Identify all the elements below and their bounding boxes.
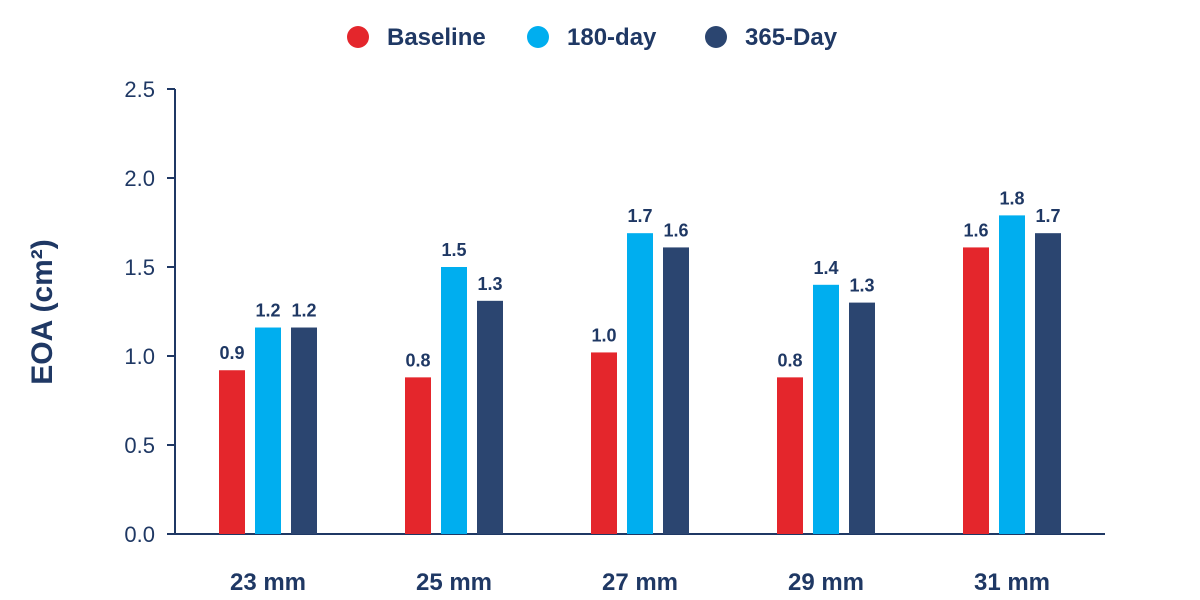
data-label-180-day-23-mm: 1.2 xyxy=(255,301,280,321)
bar-180-day-23-mm xyxy=(255,327,281,534)
legend-marker-365-day xyxy=(705,26,727,48)
data-label-365-day-29-mm: 1.3 xyxy=(849,276,874,296)
data-label-180-day-25-mm: 1.5 xyxy=(441,240,466,260)
x-category-label: 29 mm xyxy=(788,569,864,596)
data-label-180-day-29-mm: 1.4 xyxy=(813,258,838,278)
y-tick-label: 0.5 xyxy=(124,433,155,458)
data-label-180-day-31-mm: 1.8 xyxy=(999,188,1024,208)
bar-365-day-29-mm xyxy=(849,302,875,534)
bar-365-day-23-mm xyxy=(291,327,317,534)
bar-180-day-29-mm xyxy=(813,284,839,534)
data-label-180-day-27-mm: 1.7 xyxy=(627,206,652,226)
x-category-label: 25 mm xyxy=(416,569,492,596)
x-category-label: 27 mm xyxy=(602,569,678,596)
bar-baseline-29-mm xyxy=(777,377,803,534)
legend-label-180-day: 180-day xyxy=(567,24,657,51)
bar-baseline-23-mm xyxy=(219,370,245,534)
y-tick-label: 0.0 xyxy=(124,522,155,547)
legend-label-baseline: Baseline xyxy=(387,24,486,51)
data-label-365-day-23-mm: 1.2 xyxy=(291,301,316,321)
data-label-365-day-27-mm: 1.6 xyxy=(663,220,688,240)
data-label-365-day-31-mm: 1.7 xyxy=(1035,206,1060,226)
bar-180-day-27-mm xyxy=(627,233,653,534)
data-label-baseline-27-mm: 1.0 xyxy=(591,325,616,345)
legend-marker-baseline xyxy=(347,26,369,48)
legend-label-365-day: 365-Day xyxy=(745,24,838,51)
data-label-baseline-25-mm: 0.8 xyxy=(405,350,430,370)
data-label-baseline-29-mm: 0.8 xyxy=(777,350,802,370)
y-tick-label: 2.0 xyxy=(124,166,155,191)
y-axis-ticks: 0.0 0.5 1.0 1.5 2.0 2.5 xyxy=(124,77,175,547)
y-tick-label: 1.5 xyxy=(124,255,155,280)
legend-marker-180-day xyxy=(527,26,549,48)
y-axis-label: EOA (cm²) xyxy=(26,239,59,385)
x-category-label: 31 mm xyxy=(974,569,1050,596)
data-label-365-day-25-mm: 1.3 xyxy=(477,274,502,294)
bar-180-day-25-mm xyxy=(441,267,467,534)
bar-baseline-25-mm xyxy=(405,377,431,534)
bars: 0.9 1.2 1.2 0.8 1.5 1.3 1.0 1.7 1.6 0.8 1.4 1.3 1.6 1… xyxy=(219,188,1061,535)
data-label-baseline-31-mm: 1.6 xyxy=(963,220,988,240)
bar-365-day-27-mm xyxy=(663,247,689,535)
bar-baseline-27-mm xyxy=(591,352,617,534)
bar-180-day-31-mm xyxy=(999,215,1025,534)
bar-baseline-31-mm xyxy=(963,247,989,535)
bar-365-day-31-mm xyxy=(1035,233,1061,534)
y-tick-label: 2.5 xyxy=(124,77,155,102)
legend: Baseline 180-day 365-Day xyxy=(347,24,838,51)
x-axis-categories: 23 mm 25 mm 27 mm 29 mm 31 mm xyxy=(230,569,1050,596)
data-label-baseline-23-mm: 0.9 xyxy=(219,343,244,363)
bar-365-day-25-mm xyxy=(477,300,503,534)
x-category-label: 23 mm xyxy=(230,569,306,596)
y-tick-label: 1.0 xyxy=(124,344,155,369)
